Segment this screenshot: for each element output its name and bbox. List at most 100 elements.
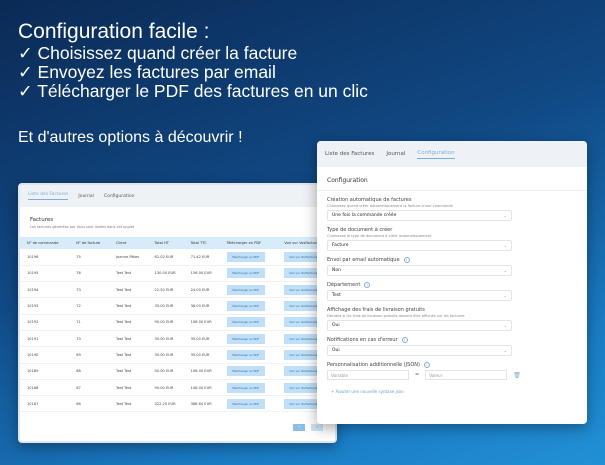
- info-icon[interactable]: i: [403, 257, 410, 263]
- hero-line: ✓ Télécharger le PDF des factures en un …: [18, 81, 368, 101]
- tab-configuration[interactable]: Configuration: [417, 150, 455, 159]
- table-cell: 90.00 EUR: [147, 314, 184, 331]
- view-on-vosfactures-button[interactable]: Voir sur VosFactures: [284, 317, 323, 328]
- table-cell: 73: [69, 281, 109, 299]
- info-icon[interactable]: i: [423, 362, 430, 368]
- table-cell: Télécharger en PDF: [219, 249, 278, 266]
- table-cell: 22.50 EUR: [147, 281, 184, 299]
- field-label-text: Envoi par email automatique: [327, 257, 400, 263]
- download-pdf-button[interactable]: Télécharger en PDF: [226, 366, 265, 377]
- next-page-button[interactable]: ›: [311, 424, 323, 431]
- download-pdf-button[interactable]: Télécharger en PDF: [226, 317, 265, 328]
- download-pdf-button[interactable]: Télécharger en PDF: [226, 268, 265, 279]
- tab-journal[interactable]: Journal: [78, 193, 94, 199]
- download-pdf-button[interactable]: Télécharger en PDF: [226, 349, 265, 360]
- json-label: Personnalisation additionnelle (JSON) i: [327, 362, 577, 368]
- view-on-vosfactures-button[interactable]: Voir sur VosFactures: [284, 366, 323, 377]
- select-value: Non: [332, 268, 341, 273]
- table-cell: Télécharger en PDF: [219, 346, 278, 364]
- table-cell: 36.00 EUR: [183, 297, 220, 315]
- info-icon[interactable]: i: [401, 337, 408, 343]
- field-select[interactable]: Non ⌄: [327, 265, 512, 276]
- table-cell: 39.00 EUR: [183, 346, 220, 364]
- table-cell: 108.00 EUR: [183, 314, 220, 331]
- view-on-vosfactures-button[interactable]: Voir sur VosFactures: [284, 382, 323, 393]
- table-cell: 72: [69, 297, 109, 315]
- tab-invoice-list[interactable]: Liste des Factures: [325, 151, 375, 157]
- field-label-text: Type de document à créer: [327, 227, 393, 233]
- view-on-vosfactures-button[interactable]: Voir sur VosFactures: [284, 301, 323, 312]
- table-cell: 90.00 EUR: [147, 379, 184, 397]
- table-cell: 130.00 EUR: [147, 265, 184, 283]
- view-on-vosfactures-button[interactable]: Voir sur VosFactures: [284, 349, 323, 360]
- view-on-vosfactures-button[interactable]: Voir sur VosFactures: [284, 333, 323, 344]
- table-cell: 10189: [20, 363, 70, 380]
- field-select[interactable]: Facture ⌄: [327, 240, 512, 251]
- field-label: Envoi par email automatique i: [327, 257, 577, 263]
- select-value: Une fois la commande créée: [332, 213, 397, 218]
- table-row: 10187 66 Test Test 322.20 EUR 386.64 EUR Télé…: [20, 395, 335, 413]
- view-on-vosfactures-button[interactable]: Voir sur VosFactures: [284, 268, 323, 279]
- add-json-syntax-link[interactable]: + Ajouter une nouvelle syntaxe json: [331, 389, 404, 394]
- table-row: 10191 70 Test Test 35.00 EUR 39.00 EUR Téléch…: [20, 330, 335, 348]
- table-cell: 71: [69, 314, 109, 331]
- config-field: Création automatique de factures Choisiss…: [327, 197, 577, 221]
- equals-sign: =: [415, 372, 420, 378]
- invoice-table: N° de commande N° de facture Client Total H…: [20, 237, 335, 413]
- table-cell: Télécharger en PDF: [219, 265, 278, 283]
- table-cell: 24.00 EUR: [183, 281, 220, 299]
- view-on-vosfactures-button[interactable]: Voir sur VosFactures: [284, 251, 323, 262]
- hero-text: Configuration facile : ✓ Choisissez quan…: [18, 20, 368, 147]
- download-pdf-button[interactable]: Télécharger en PDF: [226, 382, 265, 393]
- table-cell: Télécharger en PDF: [219, 297, 278, 315]
- table-cell: Test Test: [108, 314, 148, 331]
- tab-journal[interactable]: Journal: [386, 151, 406, 157]
- field-select[interactable]: Oui ⌄: [327, 345, 512, 356]
- field-select[interactable]: Une fois la commande créée ⌄: [327, 210, 512, 221]
- view-on-vosfactures-button[interactable]: Voir sur VosFactures: [284, 284, 323, 295]
- table-row: 10194 73 Test Test 22.50 EUR 24.00 EUR Téléch…: [20, 281, 335, 299]
- trash-icon[interactable]: 🗑: [513, 371, 521, 379]
- download-pdf-button[interactable]: Télécharger en PDF: [226, 398, 265, 409]
- variable-input[interactable]: Variable: [327, 370, 409, 380]
- tab-invoice-list[interactable]: Liste des Factures: [28, 192, 69, 200]
- config-heading: Configuration: [317, 167, 587, 191]
- table-cell: 62.02 EUR: [147, 249, 184, 266]
- table-cell: 10193: [20, 297, 70, 315]
- hero-line: ✓ Envoyez les factures par email: [18, 62, 276, 82]
- download-pdf-button[interactable]: Télécharger en PDF: [226, 251, 265, 262]
- download-pdf-button[interactable]: Télécharger en PDF: [226, 284, 265, 295]
- tab-configuration[interactable]: Configuration: [103, 193, 135, 199]
- table-cell: Télécharger en PDF: [219, 379, 278, 397]
- field-select[interactable]: Oui ⌄: [327, 320, 512, 331]
- table-cell: Télécharger en PDF: [219, 363, 278, 380]
- table-cell: Test Test: [108, 330, 148, 348]
- table-cell: 10191: [20, 330, 70, 348]
- select-value: Oui: [332, 323, 340, 328]
- table-row: 10188 67 Test Test 90.00 EUR 108.00 EUR Téléc…: [20, 379, 335, 397]
- table-row: 10196 75 Joanne Pâtes 62.02 EUR 71.42 EUR Tél…: [20, 249, 335, 266]
- table-cell: Test Test: [108, 363, 148, 380]
- table-cell: Test Test: [108, 281, 148, 299]
- table-cell: 70: [69, 330, 109, 348]
- table-cell: 10190: [20, 346, 70, 364]
- config-field: Notifications en cas d'erreur i Oui ⌄: [327, 337, 577, 356]
- field-select[interactable]: Test ⌄: [327, 290, 512, 301]
- table-cell: 75: [69, 249, 109, 266]
- table-cell: Télécharger en PDF: [219, 314, 278, 331]
- view-on-vosfactures-button[interactable]: Voir sur VosFactures: [284, 398, 323, 409]
- download-pdf-button[interactable]: Télécharger en PDF: [226, 301, 265, 312]
- column-header: N° de commande: [20, 237, 70, 249]
- table-row: 10190 69 Test Test 35.00 EUR 39.00 EUR Téléch…: [20, 346, 335, 364]
- table-cell: 108.00 EUR: [183, 363, 220, 380]
- download-pdf-button[interactable]: Télécharger en PDF: [226, 333, 265, 344]
- field-label: Notifications en cas d'erreur i: [327, 337, 577, 343]
- table-cell: Test Test: [108, 346, 148, 364]
- field-help: Décidez si les frais de livraison gratui…: [327, 314, 465, 318]
- prev-page-button[interactable]: ‹: [293, 424, 305, 431]
- table-cell: 66: [69, 395, 109, 413]
- field-label: Département i: [327, 282, 577, 288]
- value-input[interactable]: Valeur: [425, 370, 508, 380]
- table-cell: 386.64 EUR: [183, 395, 220, 413]
- info-icon[interactable]: i: [364, 282, 371, 288]
